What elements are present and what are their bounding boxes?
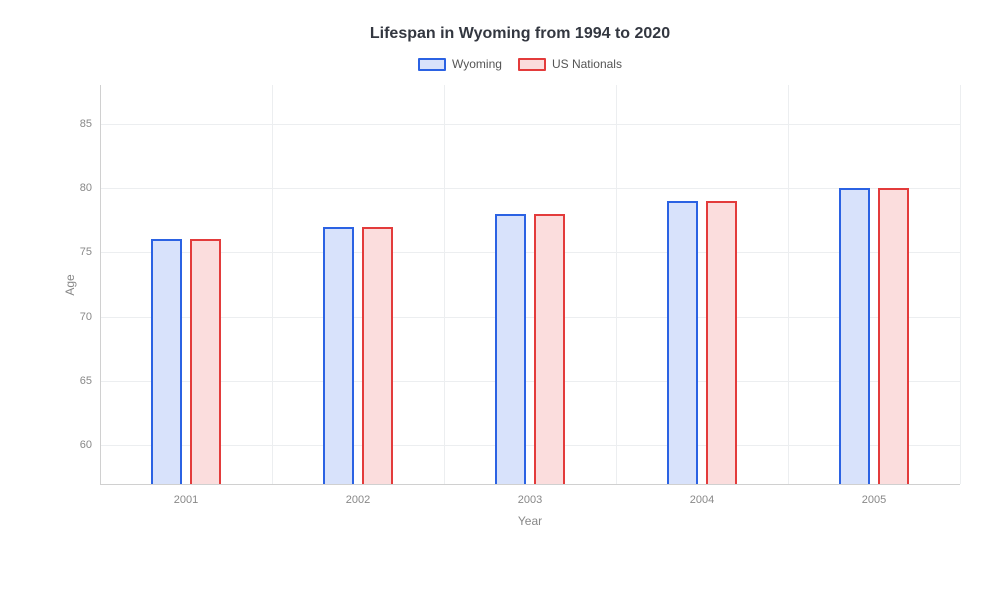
chart-container: Lifespan in Wyoming from 1994 to 2020 Wy… — [0, 0, 1000, 600]
legend-label-wyoming: Wyoming — [452, 57, 502, 71]
y-tick-label: 60 — [80, 439, 92, 451]
x-gridline — [616, 85, 617, 484]
legend-item-wyoming[interactable]: Wyoming — [418, 57, 502, 71]
y-tick-label: 75 — [80, 246, 92, 258]
x-axis-label: Year — [518, 514, 542, 528]
y-tick-label: 85 — [80, 118, 92, 130]
bar-wyoming-2005[interactable] — [839, 188, 870, 484]
chart-title: Lifespan in Wyoming from 1994 to 2020 — [70, 25, 970, 43]
y-tick-label: 80 — [80, 182, 92, 194]
legend-item-us-nationals[interactable]: US Nationals — [518, 57, 622, 71]
x-tick-label: 2005 — [862, 494, 886, 506]
legend-label-us-nationals: US Nationals — [552, 57, 622, 71]
legend-swatch-us-nationals — [518, 58, 546, 71]
y-axis-label: Age — [63, 274, 77, 295]
bar-us-nationals-2004[interactable] — [706, 201, 737, 484]
y-gridline — [100, 188, 960, 189]
x-gridline — [272, 85, 273, 484]
legend: Wyoming US Nationals — [70, 57, 970, 71]
x-tick-label: 2001 — [174, 494, 198, 506]
legend-swatch-wyoming — [418, 58, 446, 71]
plot-area: Age Year 6065707580852001200220032004200… — [100, 85, 960, 485]
x-tick-label: 2002 — [346, 494, 370, 506]
bar-wyoming-2004[interactable] — [667, 201, 698, 484]
y-tick-label: 70 — [80, 311, 92, 323]
bar-us-nationals-2002[interactable] — [362, 227, 393, 484]
bar-wyoming-2001[interactable] — [151, 239, 182, 484]
y-axis-line — [100, 85, 101, 484]
y-gridline — [100, 445, 960, 446]
y-gridline — [100, 124, 960, 125]
bar-wyoming-2003[interactable] — [495, 214, 526, 484]
x-gridline — [444, 85, 445, 484]
x-tick-label: 2003 — [518, 494, 542, 506]
bar-us-nationals-2005[interactable] — [878, 188, 909, 484]
x-gridline — [960, 85, 961, 484]
y-tick-label: 65 — [80, 375, 92, 387]
bar-us-nationals-2001[interactable] — [190, 239, 221, 484]
y-gridline — [100, 381, 960, 382]
plot-wrap: Age Year 6065707580852001200220032004200… — [70, 85, 970, 525]
x-tick-label: 2004 — [690, 494, 714, 506]
x-gridline — [788, 85, 789, 484]
bar-wyoming-2002[interactable] — [323, 227, 354, 484]
bar-us-nationals-2003[interactable] — [534, 214, 565, 484]
y-gridline — [100, 317, 960, 318]
y-gridline — [100, 252, 960, 253]
